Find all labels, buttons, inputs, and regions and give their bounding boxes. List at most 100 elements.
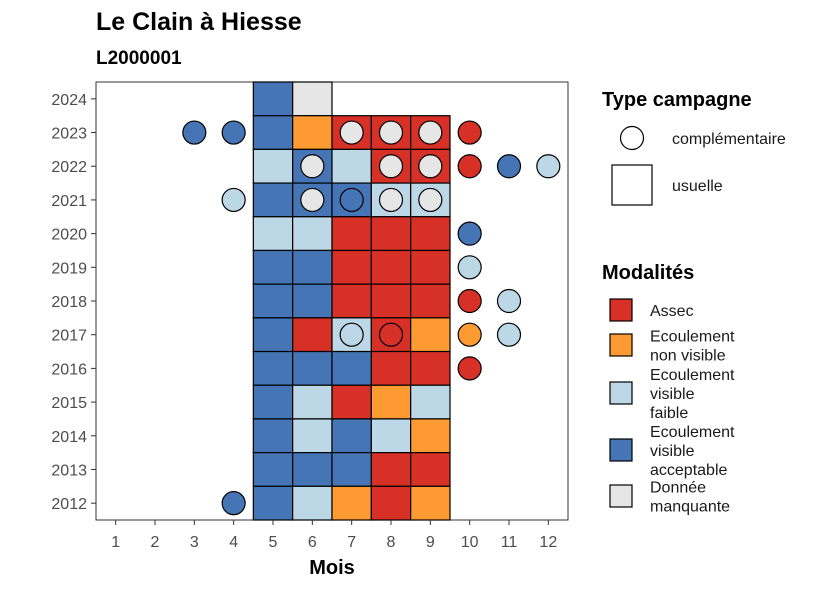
- tile-2018-7: [331, 283, 372, 319]
- tile-2016-9: [410, 350, 451, 386]
- tile-2017-5: [252, 317, 294, 353]
- tile-2022-7: [331, 148, 372, 184]
- point-2017-11: [496, 322, 522, 347]
- x-tick-7: 7: [347, 534, 356, 551]
- tile-2018-5: [252, 283, 294, 319]
- legend-key-usuelle: [611, 164, 653, 206]
- point-2016-10: [457, 356, 482, 381]
- x-tick-10: 10: [461, 534, 479, 551]
- tile-2019-5: [252, 249, 294, 285]
- tile-2014-7: [331, 418, 372, 454]
- tile-2020-7: [331, 216, 372, 252]
- point-2021-7: [339, 187, 364, 213]
- tile-2020-8: [370, 216, 412, 252]
- legend-label-M: Donnée manquante: [650, 480, 730, 516]
- point-2018-10: [457, 288, 482, 314]
- legend-key-V: [609, 438, 633, 462]
- chart-subtitle: L2000001: [96, 48, 182, 69]
- point-2023-9: [418, 120, 443, 145]
- point-2021-4: [221, 187, 246, 213]
- x-axis-title: Mois: [309, 557, 355, 579]
- tile-2015-8: [370, 384, 412, 420]
- point-2023-3: [182, 120, 207, 145]
- x-tick-9: 9: [426, 534, 435, 551]
- legend-label-A: Assec: [650, 303, 694, 320]
- x-tick-12: 12: [539, 534, 557, 551]
- point-2017-7: [339, 322, 364, 347]
- legend-campagne: Type campagne complémentaire usuelle: [602, 89, 786, 206]
- legend-label-V: Ecoulement visible acceptable: [650, 424, 735, 479]
- legend-key-N: [609, 333, 633, 357]
- tile-2019-6: [292, 249, 333, 285]
- tile-2019-9: [410, 249, 451, 285]
- tile-2012-6: [292, 485, 333, 521]
- point-2021-8: [378, 187, 404, 213]
- point-2022-12: [536, 154, 561, 179]
- point-2021-9: [418, 187, 443, 213]
- y-tick-2019: 2019: [51, 260, 87, 277]
- y-tick-2024: 2024: [51, 92, 87, 109]
- tile-2014-5: [252, 418, 294, 454]
- point-2023-7: [339, 120, 364, 145]
- point-2012-4: [221, 491, 246, 516]
- x-tick-5: 5: [269, 534, 278, 551]
- tile-2018-9: [410, 283, 451, 319]
- tile-2015-9: [410, 384, 451, 420]
- point-2022-6: [300, 154, 325, 179]
- x-tick-2: 2: [151, 534, 160, 551]
- tile-2024-6: [292, 81, 333, 117]
- tile-2018-6: [292, 283, 333, 319]
- legend-campagne-title: Type campagne: [602, 89, 752, 111]
- tile-2013-8: [370, 452, 412, 487]
- legend-modalites-title: Modalités: [602, 262, 694, 284]
- legend-label-complementaire: complémentaire: [672, 131, 786, 148]
- tile-2014-6: [292, 418, 333, 454]
- point-2022-9: [418, 154, 443, 179]
- tile-2016-6: [292, 350, 333, 386]
- tile-2019-7: [331, 249, 372, 285]
- point-2022-8: [378, 154, 404, 179]
- x-tick-6: 6: [308, 534, 317, 551]
- point-2022-10: [457, 154, 482, 179]
- x-tick-8: 8: [387, 534, 396, 551]
- point-2023-4: [221, 120, 246, 145]
- legend-key-A: [609, 298, 633, 322]
- legend-label-usuelle: usuelle: [672, 178, 723, 195]
- point-2017-8: [378, 322, 404, 347]
- tile-2017-9: [410, 317, 451, 353]
- point-2020-10: [457, 221, 482, 246]
- y-tick-2022: 2022: [51, 159, 87, 176]
- tile-2015-5: [252, 384, 294, 420]
- x-tick-1: 1: [111, 534, 120, 551]
- tile-2015-7: [331, 384, 372, 420]
- tile-2016-7: [331, 350, 372, 386]
- tile-2018-8: [370, 283, 412, 319]
- y-tick-2014: 2014: [51, 429, 87, 446]
- point-2022-11: [496, 154, 522, 179]
- tile-2016-8: [370, 350, 412, 386]
- x-tick-4: 4: [229, 534, 238, 551]
- chart-title: Le Clain à Hiesse: [96, 8, 302, 36]
- x-tick-3: 3: [190, 534, 199, 551]
- tile-2023-6: [292, 115, 333, 150]
- tile-2012-7: [331, 485, 372, 521]
- tile-2014-9: [410, 418, 451, 454]
- tile-2024-5: [252, 81, 294, 117]
- points-layer: [182, 120, 561, 516]
- tile-2022-5: [252, 148, 294, 184]
- tile-2023-5: [252, 115, 294, 150]
- tile-2012-9: [410, 485, 451, 521]
- y-axis: 2012 2013 2014 2015 2016 2017 2018 2019 2020 2021…: [51, 92, 96, 513]
- y-tick-2013: 2013: [51, 462, 87, 479]
- legend-key-F: [609, 381, 633, 405]
- point-2023-10: [457, 120, 482, 145]
- y-tick-2015: 2015: [51, 395, 87, 412]
- x-axis: 1 2 3 4 5 6 7 8 9 10 11 12: [111, 520, 557, 551]
- point-2019-10: [457, 255, 482, 280]
- y-tick-2017: 2017: [51, 328, 87, 345]
- tile-2012-5: [252, 485, 294, 521]
- tile-2015-6: [292, 384, 333, 420]
- tile-2012-8: [370, 485, 412, 521]
